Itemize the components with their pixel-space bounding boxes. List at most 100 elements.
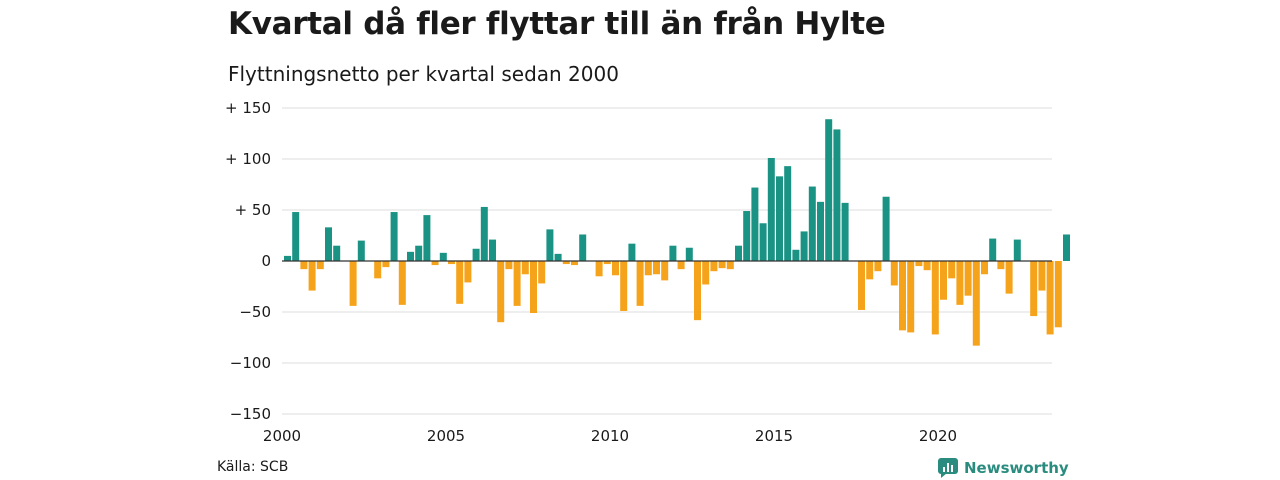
bar-negative (972, 261, 980, 346)
gridlines (282, 107, 1052, 415)
bar-negative (644, 261, 652, 276)
bar-negative (497, 261, 505, 323)
bar-positive (759, 223, 767, 261)
x-tick-label: 2000 (263, 427, 301, 445)
bar-negative (612, 261, 619, 276)
bar-negative (866, 261, 874, 280)
bar-positive (333, 245, 341, 261)
bar-negative (300, 261, 308, 270)
bar-negative (349, 261, 357, 306)
bar-positive (989, 238, 997, 261)
bar-positive (800, 231, 808, 261)
bar-negative (521, 261, 529, 275)
bar-negative (948, 261, 956, 279)
y-tick-label: −100 (230, 354, 271, 372)
bar-positive (357, 240, 365, 261)
bar-negative (456, 261, 464, 304)
bar-positive (292, 212, 300, 261)
x-axis-ticks: 2000 2005 2010 2015 2020 (263, 427, 957, 445)
bar-negative (1046, 261, 1054, 335)
bar-positive (784, 166, 792, 261)
bar-negative (726, 261, 734, 270)
brand-logo[interactable]: Newsworthy (938, 456, 1069, 480)
bar-negative (562, 261, 570, 265)
bar-negative (874, 261, 882, 272)
bar-negative (374, 261, 382, 279)
bar-negative (661, 261, 669, 281)
bar-positive (325, 227, 332, 261)
chart-title: Kvartal då fler flyttar till än från Hyl… (228, 6, 886, 42)
y-tick-label: + 150 (225, 99, 271, 117)
bar-negative (702, 261, 710, 285)
bar-positive (554, 253, 562, 261)
bar-negative (915, 261, 923, 267)
bar-negative (718, 261, 726, 269)
x-tick-label: 2010 (591, 427, 629, 445)
y-tick-label: + 50 (235, 201, 271, 219)
bar-negative (530, 261, 537, 314)
bar-positive (284, 255, 291, 261)
bar-negative (956, 261, 964, 305)
bar-negative (907, 261, 915, 333)
bar-negative (308, 261, 316, 291)
bar-negative (620, 261, 628, 311)
bar-positive (817, 201, 824, 261)
bar-positive (685, 247, 693, 261)
bar-negative (694, 261, 701, 321)
x-tick-label: 2015 (755, 427, 793, 445)
bar-negative (513, 261, 521, 306)
bar-negative (677, 261, 685, 270)
bar-positive (743, 211, 751, 261)
bar-positive (546, 229, 554, 261)
bar-negative (505, 261, 513, 270)
bar-positive (423, 215, 431, 261)
y-tick-label: 0 (261, 252, 271, 270)
bar-negative (603, 261, 611, 265)
bar-positive (579, 234, 587, 261)
bar-negative (899, 261, 906, 331)
bar-negative (316, 261, 324, 270)
bar-negative (636, 261, 644, 306)
bar-positive (841, 202, 849, 261)
bar-negative (890, 261, 898, 286)
bar-positive (808, 186, 816, 261)
brand-name: Newsworthy (964, 459, 1069, 477)
bar-negative (431, 261, 439, 266)
bar-negative (1054, 261, 1062, 328)
bars (284, 119, 1070, 346)
x-tick-label: 2020 (919, 427, 957, 445)
bar-negative (1030, 261, 1038, 317)
bar-negative (964, 261, 972, 296)
bar-negative (710, 261, 718, 272)
bar-positive (825, 119, 833, 261)
bar-positive (480, 206, 488, 261)
x-tick-label: 2005 (427, 427, 465, 445)
bar-positive (489, 239, 496, 261)
bar-positive (833, 129, 841, 261)
bar-negative (940, 261, 947, 300)
bar-positive (669, 245, 677, 261)
y-tick-label: + 100 (225, 150, 271, 168)
bar-negative (981, 261, 988, 275)
bar-positive (776, 176, 783, 261)
bar-positive (1063, 234, 1070, 261)
bar-negative (595, 261, 603, 277)
bar-negative (923, 261, 931, 271)
bar-negative (1005, 261, 1013, 294)
bar-positive (407, 251, 414, 261)
bar-positive (472, 248, 480, 261)
bar-negative (1038, 261, 1046, 291)
bar-positive (751, 187, 759, 261)
y-tick-label: −50 (239, 303, 271, 321)
bar-negative (398, 261, 406, 305)
bar-negative (931, 261, 939, 335)
bar-negative (997, 261, 1005, 270)
bar-negative (571, 261, 578, 266)
bar-negative (382, 261, 390, 268)
bar-positive (628, 243, 636, 261)
y-axis-ticks: + 150 + 100 + 50 0 −50 −100 −150 (225, 99, 271, 423)
newsworthy-logo-icon (938, 458, 958, 478)
y-tick-label: −150 (230, 405, 271, 423)
bar-positive (1013, 239, 1021, 261)
